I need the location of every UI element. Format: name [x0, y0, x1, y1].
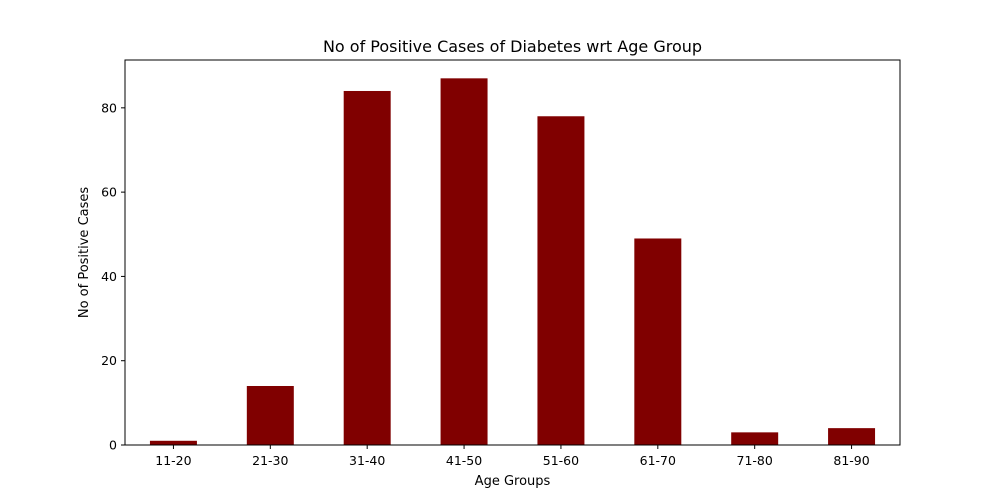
x-tick-label: 51-60	[543, 453, 579, 468]
bar-51-60	[537, 116, 585, 445]
x-tick-label: 71-80	[737, 453, 773, 468]
y-axis-ticks: 0 20 40 60 80	[101, 100, 125, 453]
bar-11-20	[149, 440, 197, 445]
plot-frame	[124, 59, 901, 446]
bar-31-40	[343, 90, 391, 445]
x-tick-label: 61-70	[640, 453, 676, 468]
bar-81-90	[828, 428, 876, 445]
y-tick-label: 40	[101, 269, 117, 284]
y-tick-label: 60	[101, 185, 117, 200]
x-tick-label: 31-40	[349, 453, 385, 468]
y-tick-label: 0	[109, 438, 117, 453]
y-tick-label: 20	[101, 353, 117, 368]
x-tick-label: 11-20	[155, 453, 191, 468]
chart-title: No of Positive Cases of Diabetes wrt Age…	[323, 37, 702, 56]
bar-41-50	[440, 78, 488, 445]
x-tick-label: 21-30	[252, 453, 288, 468]
bar-61-70	[634, 238, 682, 445]
y-tick-label: 80	[101, 100, 117, 115]
x-tick-label: 41-50	[446, 453, 482, 468]
bars-group	[149, 78, 876, 445]
bar-71-80	[731, 432, 779, 445]
bar-21-30	[246, 385, 294, 445]
x-axis-label: Age Groups	[475, 474, 551, 489]
x-tick-label: 81-90	[833, 453, 869, 468]
y-axis-label: No of Positive Cases	[77, 187, 92, 319]
x-axis-ticks: 11-20 21-30 31-40 41-50 51-60 61-70 71-80 81-90	[155, 445, 870, 468]
